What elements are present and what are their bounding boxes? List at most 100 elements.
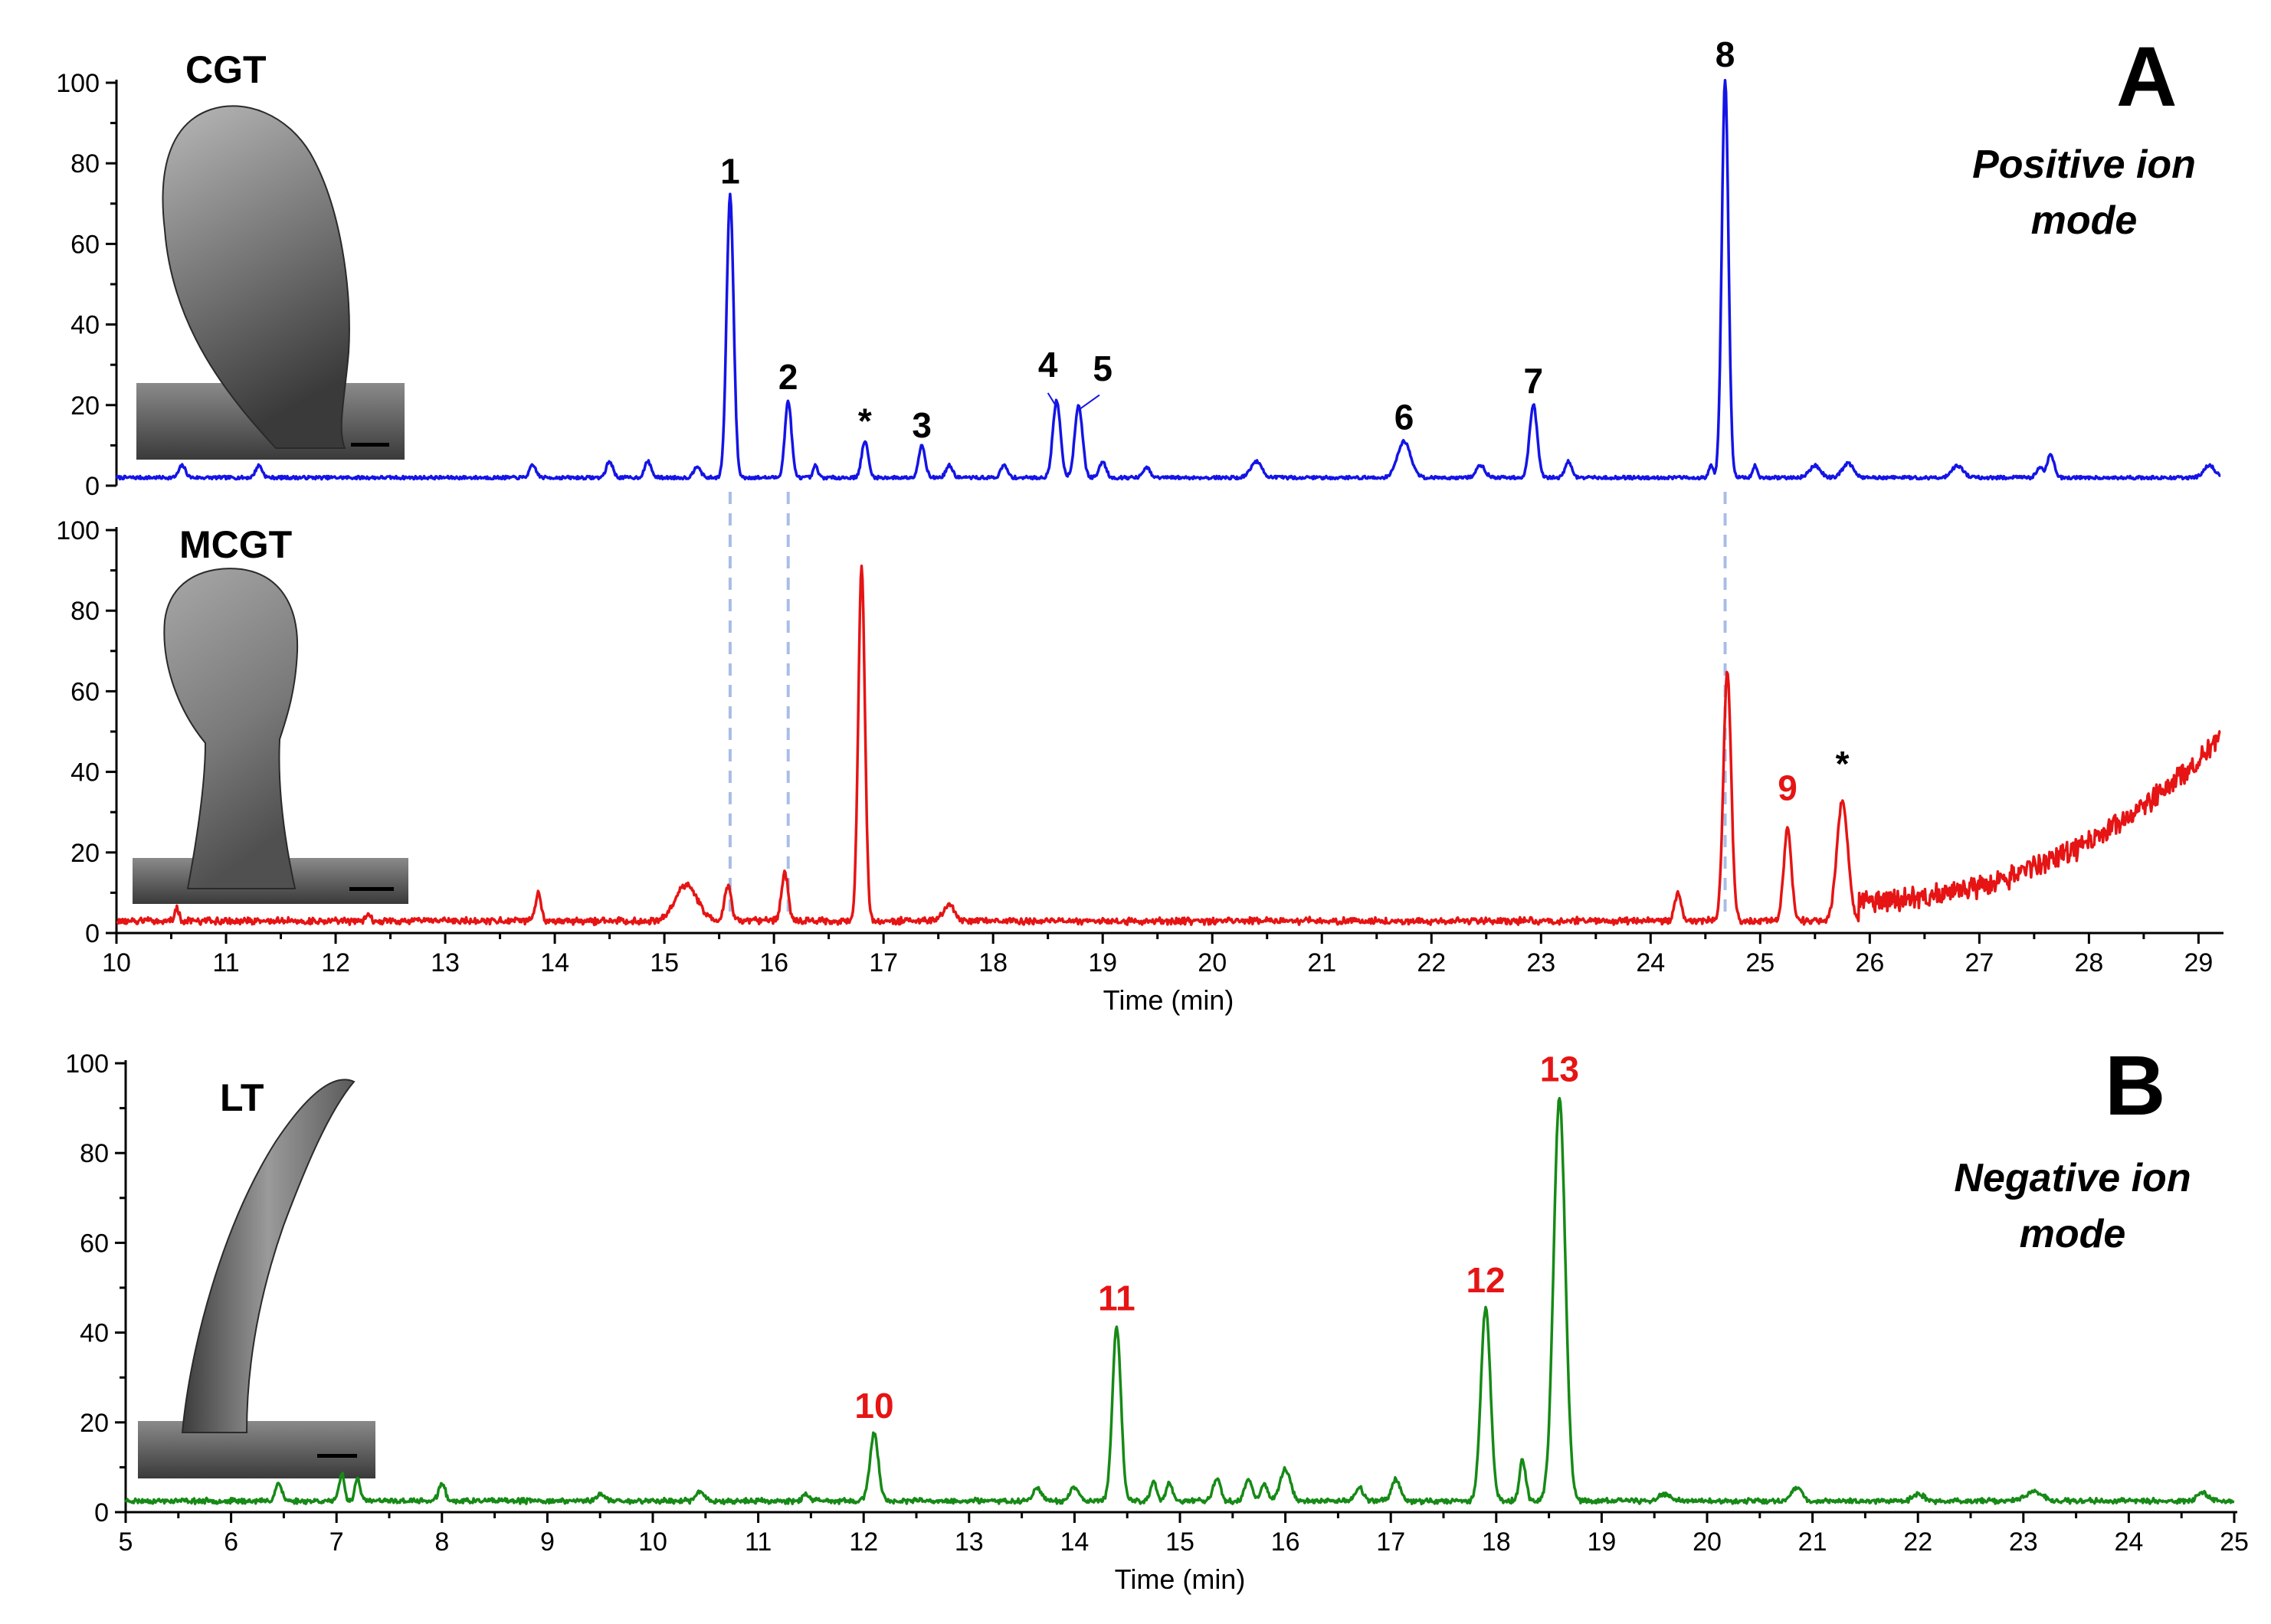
lt-inset-base xyxy=(138,1421,375,1478)
lt-x-tick-label: 6 xyxy=(224,1527,238,1557)
lt-x-tick-label: 24 xyxy=(2114,1527,2143,1557)
mcgt-peak-label: * xyxy=(1836,744,1850,784)
mcgt-y-tick-label: 80 xyxy=(70,597,100,626)
cgt-y-tick-label: 60 xyxy=(70,230,100,259)
mcgt-x-tick-label: 26 xyxy=(1855,948,1884,977)
lt-y-tick-label: 20 xyxy=(80,1409,109,1438)
cgt-y-tick-label: 20 xyxy=(70,391,100,421)
mcgt-x-tick-label: 20 xyxy=(1198,948,1227,977)
mcgt-x-tick-label: 29 xyxy=(2184,948,2213,977)
mcgt-x-tick-label: 19 xyxy=(1088,948,1117,977)
lt-x-tick-label: 7 xyxy=(329,1527,344,1557)
cgt-scale-bar xyxy=(351,443,389,447)
mcgt-x-tick-label: 24 xyxy=(1636,948,1665,977)
mcgt-x-tick-label: 16 xyxy=(759,948,788,977)
cgt-y-tick-label: 40 xyxy=(70,311,100,340)
cgt-inset-label: CGT xyxy=(185,48,267,91)
mcgt-x-tick-label: 13 xyxy=(431,948,460,977)
lt-peak-labels: 10 11 12 13 xyxy=(854,1049,1579,1426)
cgt-peak-label: 4 xyxy=(1038,345,1058,385)
mcgt-x-tick-label: 10 xyxy=(102,948,131,977)
mcgt-x-tick-label: 28 xyxy=(2074,948,2103,977)
negative-mode-line-1: Negative ion xyxy=(1954,1156,2191,1200)
lt-x-axis-title: Time (min) xyxy=(1115,1563,1246,1595)
cgt-peak-label: 2 xyxy=(778,357,798,397)
cgt-y-tick-label: 0 xyxy=(85,472,100,501)
mcgt-chromatogram-panel: MCGT 0 20 40 60 80 100 10 11 12 13 14 15 16 17 18 19 20… xyxy=(56,516,2223,1016)
lt-y-tick-label: 60 xyxy=(80,1229,109,1258)
mcgt-series-line xyxy=(116,564,2221,927)
cgt-y-axis: 0 20 40 60 80 100 xyxy=(56,69,118,501)
cgt-peak-label: 5 xyxy=(1093,349,1113,388)
mcgt-y-tick-label: 60 xyxy=(70,677,100,706)
retention-guide-lines xyxy=(728,492,1727,918)
mcgt-x-tick-label: 21 xyxy=(1307,948,1336,977)
lt-y-axis: 0 20 40 60 80 100 xyxy=(65,1049,127,1527)
mcgt-x-tick-label: 11 xyxy=(212,948,239,977)
lt-x-tick-label: 22 xyxy=(1903,1527,1932,1557)
panel-letter-a: A xyxy=(2116,30,2177,124)
mcgt-x-tick-label: 18 xyxy=(978,948,1008,977)
mcgt-peak-labels: 9* xyxy=(1778,744,1849,808)
lt-peak-label: 13 xyxy=(1540,1049,1579,1089)
lt-scale-bar xyxy=(317,1454,357,1458)
mcgt-x-axis-title: Time (min) xyxy=(1103,984,1234,1016)
lt-x-tick-label: 19 xyxy=(1587,1527,1616,1557)
mcgt-y-tick-label: 0 xyxy=(85,919,100,948)
lt-peak-label: 12 xyxy=(1466,1260,1505,1300)
mcgt-x-tick-label: 23 xyxy=(1526,948,1555,977)
mcgt-x-tick-label: 15 xyxy=(650,948,679,977)
mcgt-scale-bar xyxy=(349,887,394,891)
lt-x-tick-label: 21 xyxy=(1798,1527,1827,1557)
lt-y-tick-label: 40 xyxy=(80,1319,109,1348)
mcgt-x-axis: 10 11 12 13 14 15 16 17 18 19 20 21 22 23 24 25 26 27 28 29… xyxy=(102,932,2223,1016)
lt-y-tick-label: 80 xyxy=(80,1139,109,1168)
cgt-sem-inset: CGT xyxy=(136,48,405,460)
positive-mode-line-1: Positive ion xyxy=(1972,142,2196,187)
cgt-peak-4-leader xyxy=(1047,392,1057,408)
lt-x-tick-label: 9 xyxy=(540,1527,555,1557)
mcgt-x-tick-label: 22 xyxy=(1417,948,1446,977)
lt-x-tick-label: 15 xyxy=(1165,1527,1194,1557)
lt-x-tick-label: 23 xyxy=(2009,1527,2038,1557)
lt-x-tick-label: 10 xyxy=(638,1527,667,1557)
cgt-y-tick-label: 100 xyxy=(56,69,100,98)
mcgt-y-axis: 0 20 40 60 80 100 xyxy=(56,516,118,948)
cgt-peak-label: * xyxy=(858,401,872,441)
lt-x-tick-label: 25 xyxy=(2220,1527,2249,1557)
mcgt-trichome-image xyxy=(163,568,299,889)
lt-x-tick-label: 8 xyxy=(434,1527,449,1557)
lt-x-axis: 5 6 7 8 9 10 11 12 13 14 15 16 17 18 19 20 21 22 23 24 25 Tim… xyxy=(119,1511,2249,1595)
lt-series-line xyxy=(124,1096,2235,1506)
cgt-trichome-image xyxy=(162,105,350,449)
mcgt-peak-label: 9 xyxy=(1778,768,1797,807)
lt-x-tick-label: 14 xyxy=(1060,1527,1089,1557)
lt-x-tick-label: 18 xyxy=(1482,1527,1511,1557)
mcgt-sem-inset: MCGT xyxy=(133,523,408,904)
lt-x-tick-label: 20 xyxy=(1693,1527,1722,1557)
lt-x-tick-label: 12 xyxy=(849,1527,878,1557)
lt-x-tick-label: 17 xyxy=(1376,1527,1405,1557)
mcgt-inset-label: MCGT xyxy=(179,523,292,566)
lt-peak-label: 10 xyxy=(854,1386,893,1426)
cgt-peak-label: 7 xyxy=(1523,361,1543,401)
lt-x-tick-label: 11 xyxy=(745,1527,772,1557)
mcgt-y-tick-label: 100 xyxy=(56,516,100,545)
lt-inset-label: LT xyxy=(220,1076,264,1119)
positive-mode-line-2: mode xyxy=(2031,198,2138,243)
cgt-y-tick-label: 80 xyxy=(70,149,100,178)
panel-letter-b: B xyxy=(2105,1039,2165,1133)
mcgt-x-tick-label: 12 xyxy=(321,948,350,977)
lt-trichome-image xyxy=(181,1079,356,1433)
mcgt-x-tick-label: 27 xyxy=(1965,948,1994,977)
mcgt-y-tick-label: 20 xyxy=(70,839,100,868)
lt-x-tick-label: 16 xyxy=(1271,1527,1300,1557)
lt-sem-inset: LT xyxy=(138,1076,375,1478)
mcgt-y-tick-label: 40 xyxy=(70,758,100,787)
cgt-peak-label: 6 xyxy=(1394,397,1414,437)
negative-mode-line-2: mode xyxy=(2020,1212,2126,1256)
cgt-peak-label: 8 xyxy=(1716,34,1735,74)
mcgt-x-tick-label: 25 xyxy=(1745,948,1775,977)
lt-chromatogram-panel: LT B Negative ion mode 0 20 40 60 80 100 5 6 7 8… xyxy=(65,1039,2249,1595)
